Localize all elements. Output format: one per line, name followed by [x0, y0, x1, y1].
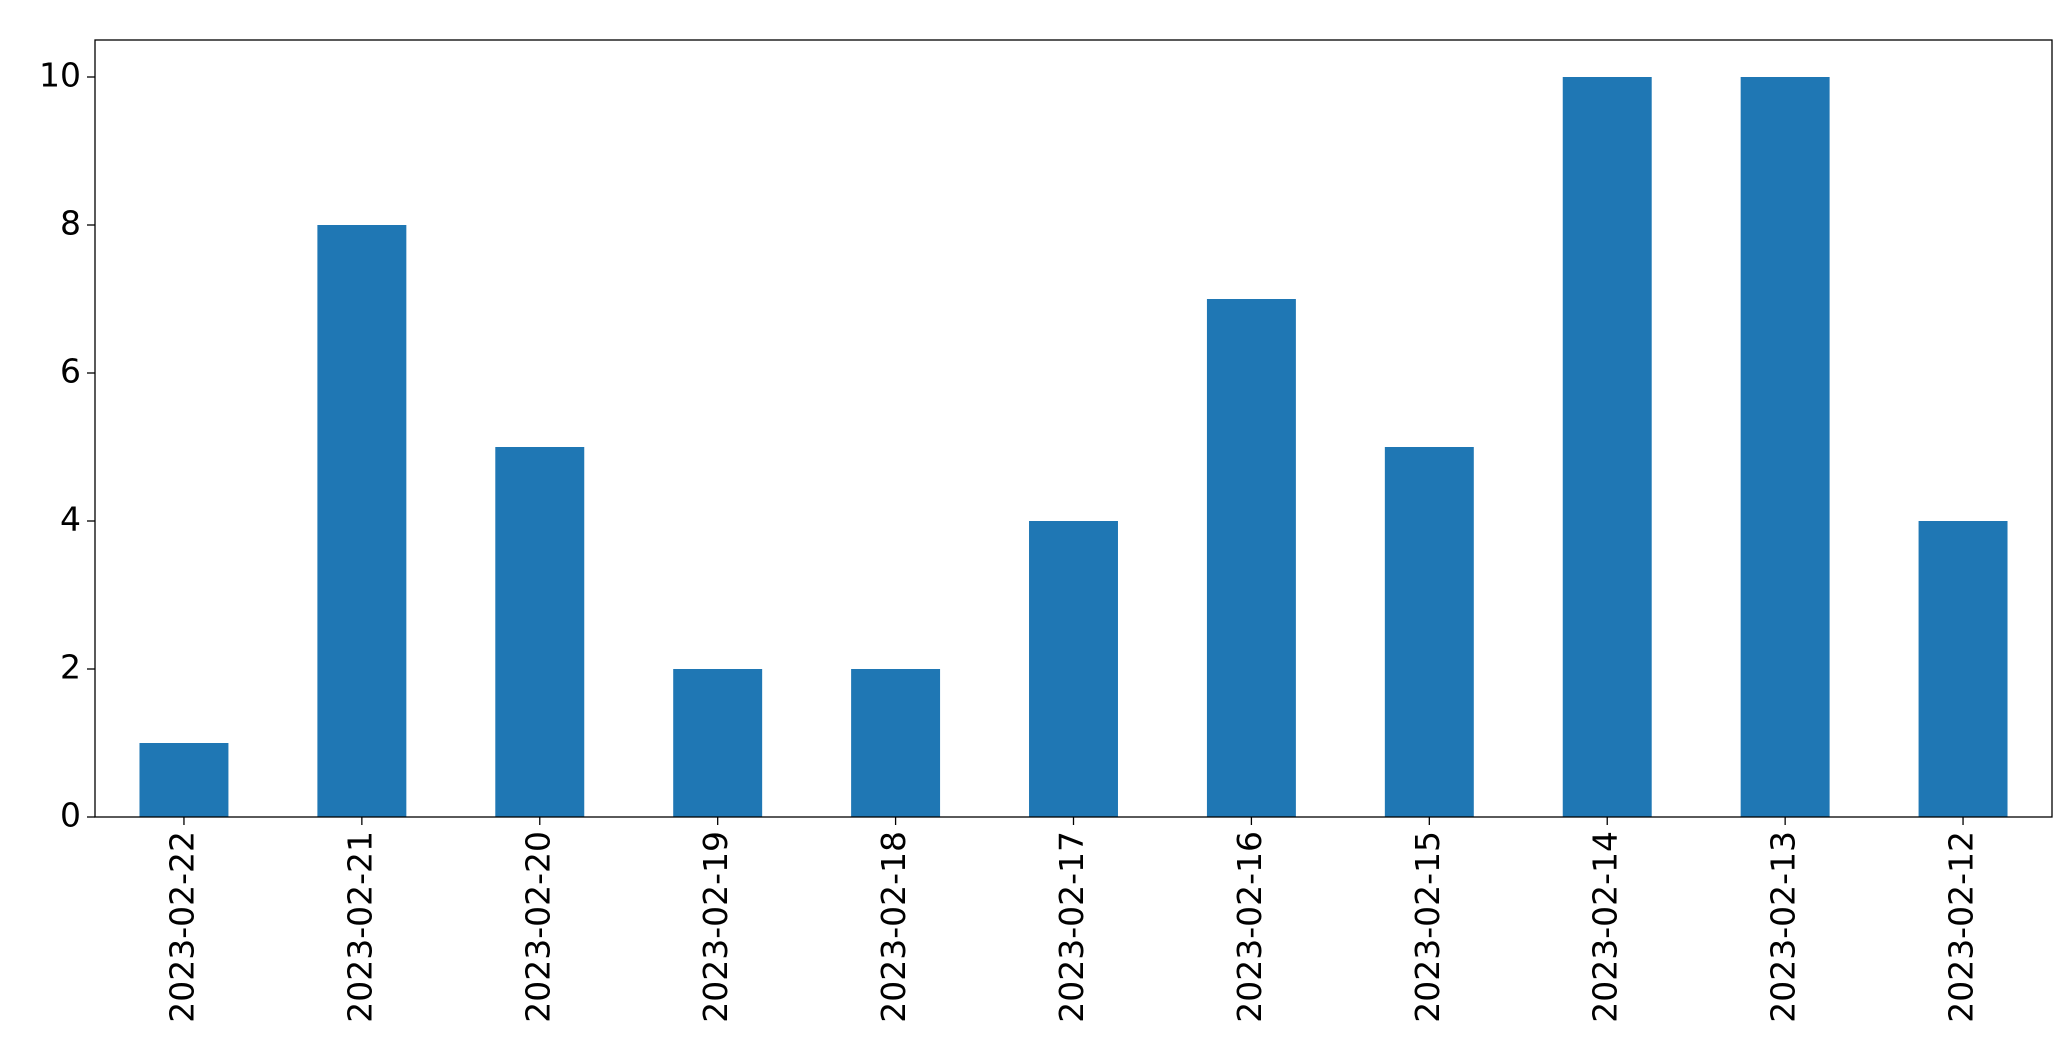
- x-tick-label: 2023-02-15: [1408, 831, 1447, 1023]
- plot-frame: [94, 39, 2053, 818]
- x-tick-label: 2023-02-17: [1052, 831, 1091, 1023]
- x-tick-label: 2023-02-21: [340, 831, 379, 1023]
- y-tick-label: 4: [60, 500, 81, 539]
- bar: [1740, 77, 1830, 817]
- y-tick-label: 6: [60, 352, 81, 391]
- x-tick-label: 2023-02-18: [874, 831, 913, 1023]
- x-tick-label: 2023-02-14: [1586, 831, 1625, 1023]
- bar: [1918, 521, 2008, 817]
- x-tick-label: 2023-02-13: [1764, 831, 1803, 1023]
- x-tick-label: 2023-02-12: [1942, 831, 1981, 1023]
- bar: [317, 225, 407, 817]
- bar: [139, 743, 229, 817]
- bar: [1562, 77, 1652, 817]
- bar: [673, 669, 763, 817]
- bar: [851, 669, 941, 817]
- y-tick-label: 2: [60, 648, 81, 687]
- x-tick-label: 2023-02-19: [696, 831, 735, 1023]
- x-tick-label: 2023-02-16: [1230, 831, 1269, 1023]
- y-tick-label: 8: [60, 204, 81, 243]
- y-tick-label: 0: [60, 796, 81, 835]
- x-tick-label: 2023-02-20: [518, 831, 557, 1023]
- bar: [1029, 521, 1118, 817]
- bar: [1206, 299, 1296, 817]
- x-tick-label: 2023-02-22: [162, 831, 201, 1023]
- bar: [1384, 447, 1474, 817]
- bar: [495, 447, 585, 817]
- y-tick-label: 10: [39, 56, 81, 95]
